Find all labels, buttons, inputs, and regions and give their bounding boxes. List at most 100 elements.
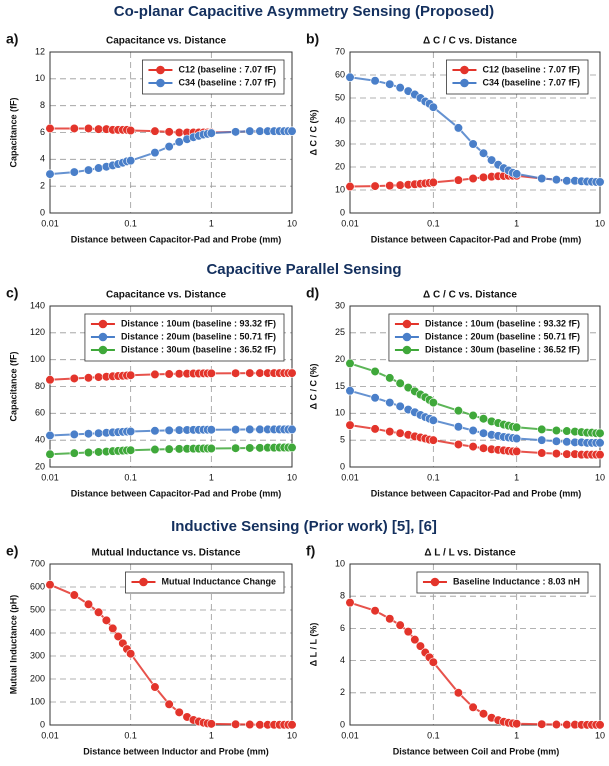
y-tick-label: 700 bbox=[30, 558, 45, 568]
y-tick-label: 20 bbox=[35, 461, 45, 471]
panel-label: f) bbox=[306, 543, 315, 559]
data-point bbox=[108, 624, 117, 633]
data-point bbox=[479, 173, 488, 182]
data-point bbox=[385, 181, 394, 190]
y-axis-label: Capacitance (fF) bbox=[8, 351, 18, 421]
data-point bbox=[552, 437, 561, 446]
legend-label: C34 (baseline : 7.07 fF) bbox=[482, 77, 580, 87]
data-point bbox=[552, 175, 561, 184]
x-tick-label: 1 bbox=[209, 730, 214, 740]
data-point bbox=[207, 369, 216, 378]
data-point bbox=[396, 379, 405, 388]
data-point bbox=[207, 425, 216, 434]
y-tick-label: 600 bbox=[30, 581, 45, 591]
data-point bbox=[84, 166, 93, 175]
legend-swatch bbox=[99, 320, 108, 329]
panel-label: c) bbox=[6, 285, 18, 301]
x-axis-label: Distance between Capacitor-Pad and Probe… bbox=[71, 488, 282, 498]
data-point bbox=[207, 444, 216, 453]
x-tick-label: 10 bbox=[287, 472, 297, 482]
y-axis-label: Δ L / L (%) bbox=[308, 623, 318, 667]
panel-label: a) bbox=[6, 31, 18, 47]
y-axis-label: Δ C / C (%) bbox=[308, 110, 318, 156]
legend-label: C12 (baseline : 7.07 fF) bbox=[482, 64, 580, 74]
data-point bbox=[429, 178, 438, 187]
data-point bbox=[94, 429, 103, 438]
y-tick-label: 70 bbox=[335, 46, 345, 56]
data-point bbox=[288, 443, 297, 452]
y-tick-label: 15 bbox=[335, 381, 345, 391]
legend: Distance : 10um (baseline : 93.32 fF)Dis… bbox=[389, 314, 588, 361]
data-point bbox=[479, 429, 488, 438]
panel-label: d) bbox=[306, 285, 319, 301]
data-point bbox=[479, 709, 488, 718]
data-point bbox=[479, 414, 488, 423]
data-point bbox=[165, 128, 174, 137]
data-point bbox=[231, 444, 240, 453]
data-point bbox=[396, 429, 405, 438]
data-point bbox=[469, 703, 478, 712]
x-tick-label: 1 bbox=[209, 472, 214, 482]
data-point bbox=[454, 689, 463, 698]
data-point bbox=[151, 683, 160, 692]
data-point bbox=[429, 398, 438, 407]
data-point bbox=[84, 124, 93, 133]
data-point bbox=[537, 436, 546, 445]
x-tick-label: 0.01 bbox=[41, 730, 59, 740]
data-point bbox=[94, 448, 103, 457]
data-point bbox=[596, 429, 605, 438]
data-point bbox=[126, 126, 135, 135]
data-point bbox=[256, 369, 265, 378]
x-tick-label: 0.1 bbox=[427, 218, 440, 228]
data-point bbox=[454, 406, 463, 415]
data-point bbox=[385, 374, 394, 383]
data-point bbox=[288, 127, 297, 136]
x-tick-label: 0.1 bbox=[427, 730, 440, 740]
legend-swatch bbox=[403, 320, 412, 329]
data-point bbox=[454, 422, 463, 431]
data-point bbox=[371, 425, 380, 434]
y-tick-label: 5 bbox=[340, 435, 345, 445]
data-point bbox=[346, 598, 355, 607]
data-point bbox=[288, 425, 297, 434]
figure: Co-planar Capacitive Asymmetry Sensing (… bbox=[0, 0, 609, 761]
data-point bbox=[596, 450, 605, 459]
data-point bbox=[246, 444, 255, 453]
data-point bbox=[46, 170, 55, 179]
y-tick-label: 300 bbox=[30, 650, 45, 660]
data-point bbox=[537, 449, 546, 458]
data-point bbox=[563, 177, 572, 186]
data-point bbox=[46, 580, 55, 589]
legend-swatch bbox=[99, 346, 108, 355]
data-point bbox=[246, 127, 255, 136]
data-point bbox=[256, 425, 265, 434]
y-tick-label: 40 bbox=[35, 435, 45, 445]
data-point bbox=[371, 393, 380, 402]
data-point bbox=[231, 425, 240, 434]
data-point bbox=[512, 434, 521, 443]
data-point bbox=[552, 426, 561, 435]
y-tick-label: 25 bbox=[335, 327, 345, 337]
data-point bbox=[70, 430, 79, 439]
data-point bbox=[385, 614, 394, 623]
legend-swatch bbox=[139, 578, 148, 587]
x-tick-label: 0.01 bbox=[41, 218, 59, 228]
data-point bbox=[151, 148, 160, 157]
y-tick-label: 2 bbox=[340, 687, 345, 697]
data-point bbox=[469, 411, 478, 420]
y-tick-label: 10 bbox=[335, 184, 345, 194]
data-point bbox=[512, 447, 521, 456]
panel-label: b) bbox=[306, 31, 319, 47]
data-point bbox=[256, 720, 265, 729]
y-tick-label: 120 bbox=[30, 327, 45, 337]
data-point bbox=[46, 450, 55, 459]
y-tick-label: 500 bbox=[30, 604, 45, 614]
chart-title: Mutual Inductance vs. Distance bbox=[92, 548, 241, 559]
y-tick-label: 20 bbox=[335, 161, 345, 171]
y-tick-label: 12 bbox=[35, 46, 45, 56]
y-tick-label: 140 bbox=[30, 300, 45, 310]
data-point bbox=[175, 708, 184, 717]
x-tick-label: 10 bbox=[595, 472, 605, 482]
legend-swatch bbox=[403, 333, 412, 342]
x-tick-label: 10 bbox=[595, 218, 605, 228]
